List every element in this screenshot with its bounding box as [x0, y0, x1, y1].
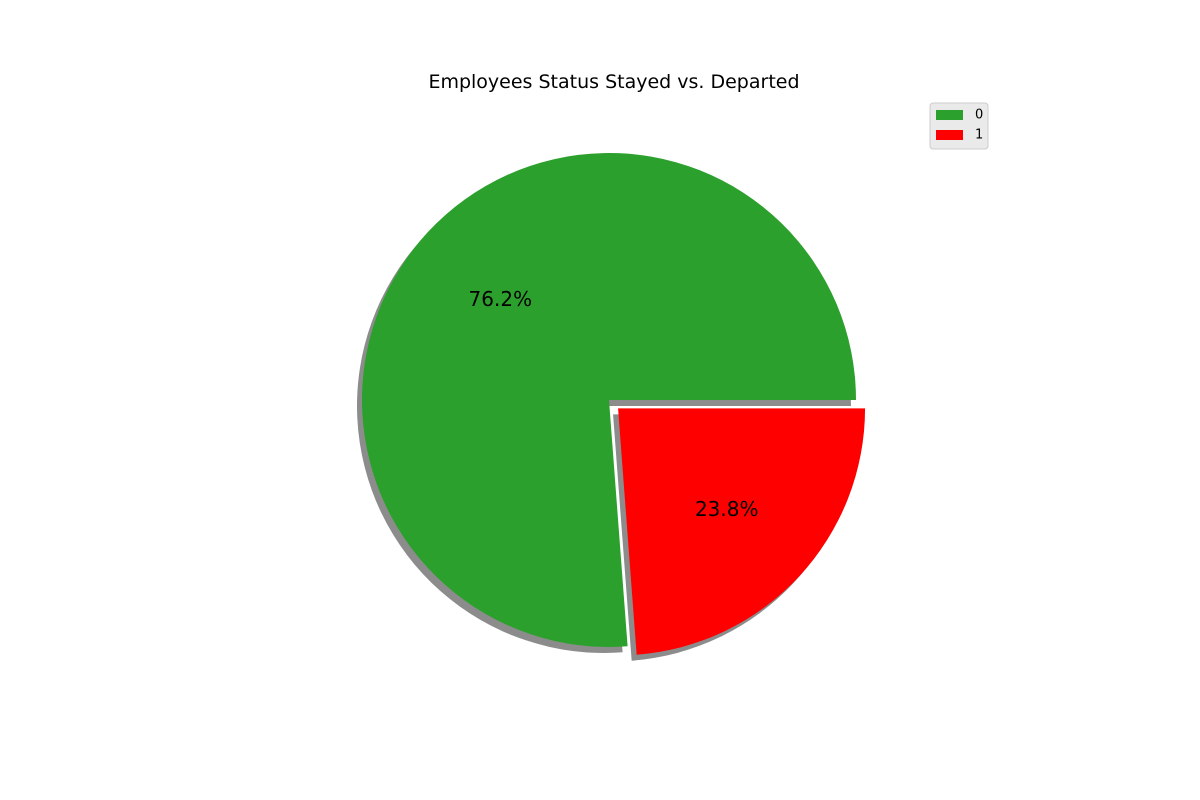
legend-label-1: 1	[975, 128, 983, 143]
pie-slices	[362, 153, 866, 655]
legend: 01	[929, 102, 989, 150]
slice-label-1: 23.8%	[695, 497, 759, 521]
legend-swatch-1	[936, 130, 963, 140]
chart-title: Employees Status Stayed vs. Departed	[428, 71, 799, 93]
legend-label-0: 0	[975, 108, 983, 123]
slice-label-0: 76.2%	[469, 287, 533, 311]
pie-slice-1	[618, 408, 866, 655]
slice-labels: 76.2% 23.8%	[469, 287, 759, 521]
legend-swatch-0	[936, 110, 963, 120]
legend-entries: 01	[936, 108, 983, 143]
pie-slice-0	[362, 153, 857, 647]
